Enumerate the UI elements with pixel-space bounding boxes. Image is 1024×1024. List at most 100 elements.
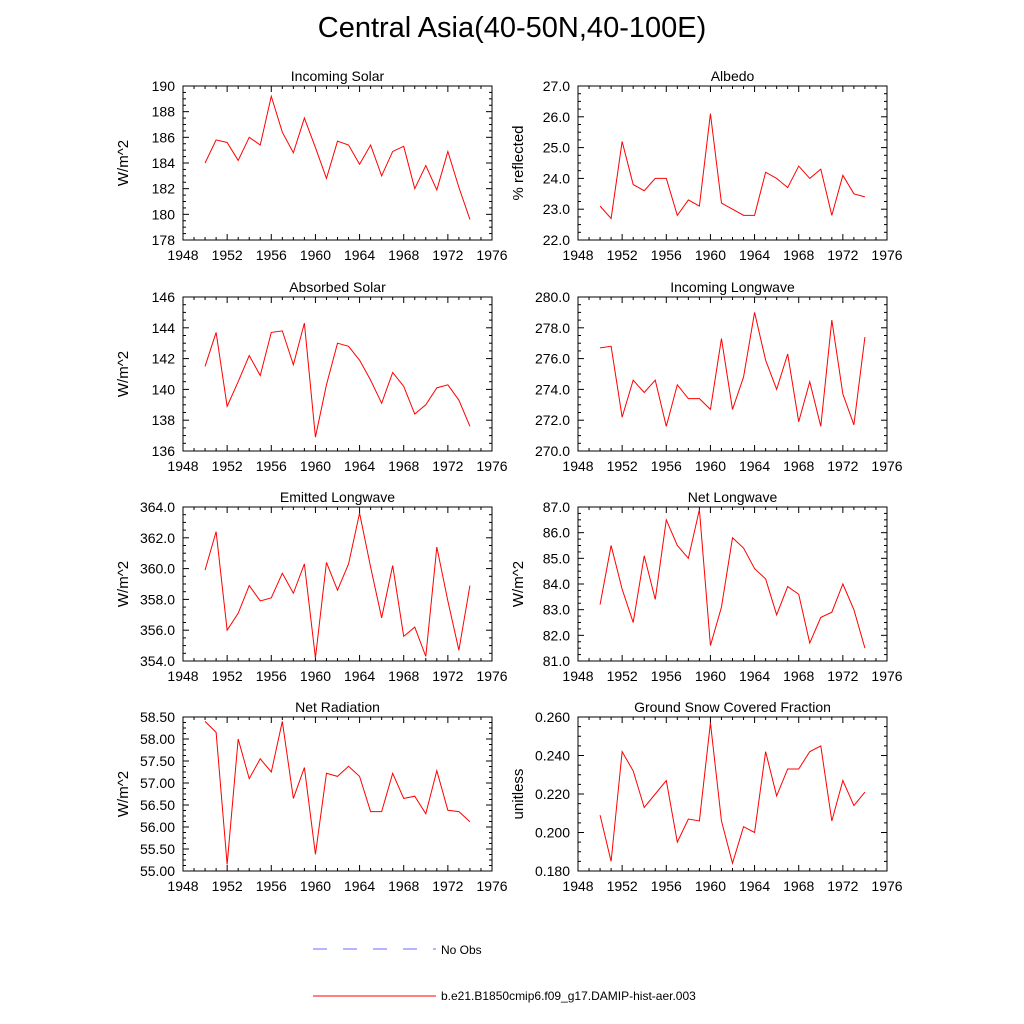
x-tick-label: 1964 <box>344 878 375 894</box>
x-tick-label: 1948 <box>167 668 198 684</box>
y-tick-label: 360.0 <box>140 561 175 577</box>
y-tick-label: 364.0 <box>140 499 175 515</box>
panel-absorbed-solar: Absorbed Solar W/m^2 1948 1952 1956 1960 1964 1… <box>115 279 508 474</box>
y-tick-label: 180 <box>152 206 176 222</box>
x-tick-label: 1968 <box>783 458 814 474</box>
x-tick-label: 1972 <box>827 878 858 894</box>
x-tick-label: 1948 <box>167 247 198 263</box>
x-tick-label: 1976 <box>476 878 507 894</box>
x-tick-label: 1968 <box>388 458 419 474</box>
x-tick-label: 1948 <box>562 878 593 894</box>
x-tick-label: 1960 <box>695 247 726 263</box>
x-tick-label: 1972 <box>432 247 463 263</box>
y-tick-label: 144 <box>152 320 176 336</box>
panel-albedo: Albedo % reflected 1948 1952 1956 1960 1964 196… <box>510 68 903 263</box>
y-tick-label: 184 <box>152 155 176 171</box>
y-tick-label: 55.00 <box>140 863 175 879</box>
panel-title: Incoming Longwave <box>670 279 795 295</box>
x-tick-label: 1960 <box>300 668 331 684</box>
panel-net-longwave: Net Longwave W/m^2 1948 1952 1956 1960 1964 196… <box>510 489 903 684</box>
x-tick-label: 1948 <box>167 878 198 894</box>
y-tick-label: 356.0 <box>140 622 175 638</box>
series-line <box>599 722 866 866</box>
x-tick-label: 1956 <box>256 458 287 474</box>
y-tick-label: 276.0 <box>535 351 570 367</box>
y-tick-label: 146 <box>152 289 176 305</box>
series-line <box>600 312 866 427</box>
plot-frame <box>182 296 493 452</box>
y-tick-label: 182 <box>152 181 176 197</box>
y-tick-label: 138 <box>152 412 176 428</box>
x-tick-label: 1952 <box>607 458 638 474</box>
x-tick-label: 1948 <box>562 247 593 263</box>
y-tick-label: 136 <box>152 443 176 459</box>
x-tick-label: 1960 <box>695 878 726 894</box>
x-tick-label: 1964 <box>739 247 770 263</box>
x-tick-label: 1960 <box>300 247 331 263</box>
x-tick-label: 1976 <box>476 247 507 263</box>
y-tick-label: 27.0 <box>543 78 570 94</box>
figure-title: Central Asia(40-50N,40-100E) <box>317 12 707 44</box>
plot-frame <box>577 506 888 662</box>
plot-frame <box>182 506 493 662</box>
x-tick-label: 1952 <box>212 878 243 894</box>
x-tick-label: 1948 <box>562 458 593 474</box>
x-tick-label: 1968 <box>388 668 419 684</box>
x-tick-label: 1964 <box>344 458 375 474</box>
x-tick-label: 1964 <box>344 247 375 263</box>
x-tick-label: 1968 <box>783 247 814 263</box>
y-tick-label: 274.0 <box>535 381 570 397</box>
y-tick-label: 57.00 <box>140 775 175 791</box>
x-tick-label: 1952 <box>607 247 638 263</box>
x-tick-label: 1952 <box>212 458 243 474</box>
x-tick-label: 1952 <box>212 247 243 263</box>
x-tick-label: 1976 <box>476 668 507 684</box>
x-tick-label: 1968 <box>388 878 419 894</box>
y-tick-label: 56.00 <box>140 819 175 835</box>
y-tick-label: 278.0 <box>535 320 570 336</box>
y-tick-label: 280.0 <box>535 289 570 305</box>
x-tick-label: 1972 <box>827 247 858 263</box>
series-line <box>204 323 471 438</box>
x-tick-label: 1956 <box>256 668 287 684</box>
x-tick-label: 1956 <box>256 247 287 263</box>
x-tick-label: 1976 <box>871 247 902 263</box>
x-tick-label: 1964 <box>344 668 375 684</box>
y-axis-label: W/m^2 <box>115 351 132 397</box>
series-line <box>599 509 866 649</box>
panel-incoming-longwave: Incoming Longwave 1948 1952 1956 1960 1964 196… <box>535 279 903 474</box>
panel-incoming-solar: Incoming Solar W/m^2 1948 1952 1956 1960 1964 1… <box>115 68 508 263</box>
x-tick-label: 1952 <box>607 878 638 894</box>
panel-title: Incoming Solar <box>291 68 385 84</box>
y-tick-label: 178 <box>152 232 176 248</box>
plot-frame <box>577 85 888 241</box>
x-tick-label: 1972 <box>827 668 858 684</box>
panel-title: Ground Snow Covered Fraction <box>634 699 831 715</box>
x-tick-label: 1960 <box>695 668 726 684</box>
x-tick-label: 1964 <box>739 668 770 684</box>
y-tick-label: 83.0 <box>543 602 570 618</box>
panel-title: Absorbed Solar <box>289 279 386 295</box>
x-tick-label: 1956 <box>651 878 682 894</box>
x-tick-label: 1960 <box>300 458 331 474</box>
y-tick-label: 55.50 <box>140 841 175 857</box>
series-line <box>204 513 471 658</box>
y-tick-label: 26.0 <box>543 109 570 125</box>
y-tick-label: 186 <box>152 129 176 145</box>
plot-frame <box>577 296 888 452</box>
legend-no-obs-label: No Obs <box>441 943 482 957</box>
x-tick-label: 1976 <box>871 668 902 684</box>
y-tick-label: 22.0 <box>543 232 570 248</box>
y-tick-label: 358.0 <box>140 591 175 607</box>
y-tick-label: 25.0 <box>543 140 570 156</box>
x-tick-label: 1968 <box>783 668 814 684</box>
y-tick-label: 272.0 <box>535 412 570 428</box>
y-tick-label: 0.180 <box>535 863 570 879</box>
x-tick-label: 1964 <box>739 878 770 894</box>
panel-net-radiation: Net Radiation W/m^2 1948 1952 1956 1960 1964 19… <box>115 699 508 894</box>
y-tick-label: 362.0 <box>140 530 175 546</box>
y-tick-label: 23.0 <box>543 201 570 217</box>
x-tick-label: 1972 <box>432 878 463 894</box>
x-tick-label: 1976 <box>476 458 507 474</box>
